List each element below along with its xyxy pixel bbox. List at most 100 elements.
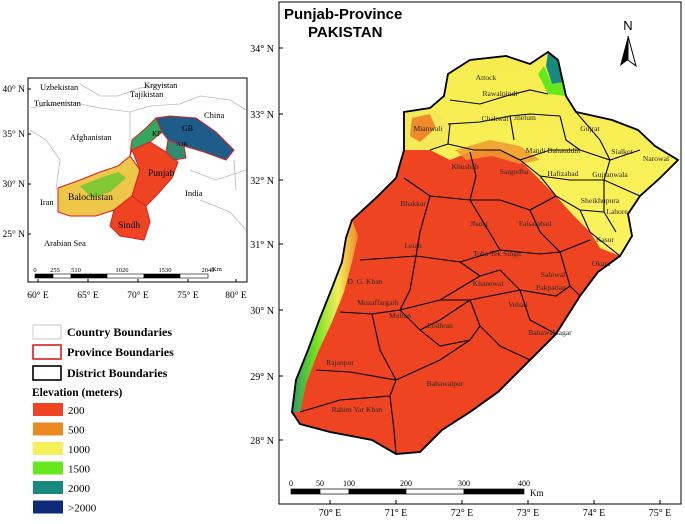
inset-lat-label: 25° N — [2, 229, 25, 240]
scale-segment — [348, 488, 407, 495]
district-label-attock: Attock — [476, 73, 497, 82]
scale-tick-label: 100 — [343, 479, 355, 488]
elevation-swatch — [33, 461, 63, 475]
inset-province-sindh: Sindh — [118, 221, 140, 231]
district-label-khushab: Khushab — [452, 162, 479, 171]
elevation-swatch — [33, 442, 63, 455]
lat-label: 31° N — [250, 240, 274, 251]
lon-label: 72° E — [451, 508, 474, 519]
elevation-swatch — [33, 481, 63, 494]
district-label-mandi-bahauddin: Mandi Bahauddin — [526, 146, 581, 155]
elevation-label: 500 — [68, 425, 85, 437]
lat-label: 29° N — [250, 372, 274, 383]
inset-scale-segment — [143, 273, 181, 279]
lon-label: 75° E — [649, 508, 672, 519]
district-label-okara: Okara — [592, 259, 611, 268]
district-label-rajanpur: Rajanpur — [326, 358, 354, 367]
inset-country-india: India — [185, 188, 203, 198]
legend-label-country-boundaries: Country Boundaries — [67, 325, 172, 339]
north-arrow-right-icon — [627, 35, 637, 68]
elevation-swatch — [33, 500, 63, 514]
district-label-multan: Multan — [389, 311, 411, 320]
inset-country-arabian-sea: Arabian Sea — [44, 238, 86, 248]
elevation-label: 2000 — [68, 483, 91, 495]
elevation-label: >2000 — [68, 503, 97, 515]
scale-segment — [319, 488, 350, 495]
inset-lat-label: 35° N — [2, 129, 25, 140]
inset-province-gb: GB — [182, 124, 193, 133]
district-label-gujrat: Gujrat — [580, 124, 600, 133]
murree-highland — [546, 52, 564, 84]
inset-lon-label: 60° E — [27, 290, 49, 301]
district-label-jhang: Jhang — [470, 219, 488, 228]
inset-country-turkmenistan: Turkmenistan — [34, 98, 82, 108]
inset-province-ajk: AJK — [176, 141, 188, 148]
lon-label: 70° E — [319, 508, 342, 519]
district-label-sialkot: Sialkot — [611, 147, 633, 156]
map-title: Punjab-Province — [284, 6, 402, 23]
north-arrow: N — [620, 18, 637, 68]
lon-label: 71° E — [385, 508, 408, 519]
elevation-label: 1000 — [68, 444, 91, 456]
district-label-sahiwal: Sahiwal — [541, 270, 565, 279]
inset-scale-tick: 2040 — [202, 267, 215, 274]
inset-lon-labels: 60° E 65° E 70° E 75° E 80° E — [27, 279, 247, 301]
inset-lat-label: 30° N — [2, 179, 25, 190]
inset-scale-tick: 1020 — [116, 267, 129, 274]
district-label-hafizabad: Hafizabad — [547, 169, 578, 178]
scale-tick-label: 300 — [458, 479, 470, 488]
district-label-sargodha: Sargodha — [500, 167, 529, 176]
elevation-swatch — [33, 403, 63, 416]
sulaiman-belt — [292, 220, 358, 412]
inset-scale-segment — [106, 273, 145, 279]
district-label-bahawalnagar: Bahawalnagar — [528, 328, 572, 337]
inset-lat-label: 40° N — [2, 84, 25, 95]
district-label-leiah: Leiah — [404, 241, 421, 250]
district-label-bahawalpur: Bahawalpur — [427, 379, 464, 388]
lon-label: 73° E — [517, 508, 540, 519]
scale-segment — [463, 488, 525, 495]
district-label-chakwal: Chakwal — [482, 114, 509, 123]
lat-label: 32° N — [250, 176, 274, 187]
legend-swatch-district-boundaries — [32, 365, 62, 381]
north-arrow-left-icon — [620, 36, 628, 66]
legend-label-province-boundaries: Province Boundaries — [67, 345, 174, 359]
district-label-bhakkar: Bhakkar — [400, 199, 426, 208]
inset-lon-label: 70° E — [127, 290, 149, 301]
district-label-mianwali: Mianwali — [413, 124, 442, 133]
district-label-jhelum: Jhelum — [514, 113, 536, 122]
district-label-kasur: Kasur — [596, 235, 615, 244]
inset-country-iran: Iran — [40, 197, 54, 207]
district-label-vehari: Vehari — [508, 300, 528, 309]
district-label-narowal: Narowal — [643, 154, 669, 163]
district-label-pakpattan: Pakpattan — [536, 283, 566, 292]
district-label-muzaffargarh: Muzaffargarh — [357, 298, 399, 307]
scale-unit: Km — [530, 488, 544, 498]
scale-segment — [290, 488, 321, 495]
scale-tick-label: 400 — [518, 479, 530, 488]
salt-range — [455, 140, 540, 164]
inset-country-afghanistan: Afghanistan — [70, 132, 112, 142]
elevation-swatch — [33, 422, 63, 436]
north-label: N — [623, 18, 632, 33]
lon-label: 74° E — [583, 508, 606, 519]
district-label-lahore: Lahore — [606, 207, 628, 216]
legend: Country Boundaries Province Boundaries Dis… — [32, 324, 174, 515]
map-subtitle: PAKISTAN — [308, 24, 382, 41]
inset-scale-segment — [70, 273, 108, 279]
scale-segment — [405, 488, 465, 495]
lat-label: 33° N — [250, 110, 274, 121]
lat-label: 34° N — [250, 44, 274, 55]
inset-gb — [155, 115, 235, 161]
district-label-faisalabad: Faisalabad — [519, 219, 552, 228]
elevation-label: 1500 — [68, 464, 91, 476]
province-outline — [291, 50, 680, 455]
inset-lon-label: 75° E — [177, 290, 199, 301]
district-labels: Attock Rawalpindi Chakwal Jhelum Gujrat Mianw… — [326, 73, 669, 414]
inset-scale-segment — [52, 273, 72, 279]
inset-balochistan-highland — [80, 172, 126, 198]
